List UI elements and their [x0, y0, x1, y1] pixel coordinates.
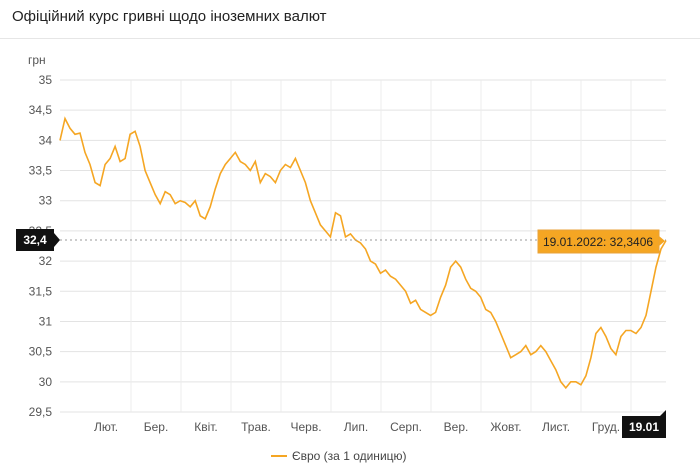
tooltip-text: 19.01.2022: 32,3406	[543, 235, 653, 249]
y-tick-label: 34	[39, 133, 53, 147]
x-axis-ticks: Лют. Бер. Квіт. Трав. Черв. Лип. Серп. Вер. Жовт…	[94, 420, 620, 434]
y-crosshair-badge: 32,4	[16, 229, 60, 251]
y-tick-label: 31,5	[29, 284, 53, 298]
y-tick-label: 29,5	[29, 405, 53, 419]
y-tick-label: 32	[39, 254, 53, 268]
y-tick-label: 34,5	[29, 103, 53, 117]
legend[interactable]: Євро (за 1 одиницю)	[271, 449, 407, 463]
y-tick-label: 30	[39, 375, 53, 389]
series-line-euro	[59, 116, 667, 390]
x-tick-label: Лют.	[94, 420, 118, 434]
x-tick-label: Лип.	[344, 420, 368, 434]
legend-label: Євро (за 1 одиницю)	[292, 449, 407, 463]
x-tick-label: Бер.	[144, 420, 169, 434]
x-crosshair-badge: 19.01	[622, 410, 666, 438]
x-tick-label: Квіт.	[194, 420, 218, 434]
y-tick-label: 35	[39, 73, 53, 87]
y-tick-label: 31	[39, 314, 53, 328]
x-tick-label: Вер.	[444, 420, 469, 434]
y-tick-label: 33	[39, 194, 53, 208]
x-tick-label: Груд.	[592, 420, 620, 434]
chart-title: Офіційний курс гривні щодо іноземних вал…	[12, 8, 327, 25]
tooltip: 19.01.2022: 32,3406	[537, 229, 665, 254]
y-tick-label: 30,5	[29, 345, 53, 359]
x-tick-label: Трав.	[241, 420, 271, 434]
x-tick-label: Черв.	[290, 420, 321, 434]
x-crosshair-date: 19.01	[629, 420, 659, 434]
y-tick-label: 33,5	[29, 164, 53, 178]
x-tick-label: Лист.	[542, 420, 570, 434]
x-tick-label: Серп.	[390, 420, 422, 434]
y-crosshair-value: 32,4	[23, 233, 47, 247]
x-tick-label: Жовт.	[490, 420, 521, 434]
y-axis-unit: грн	[28, 53, 46, 67]
chart-header: Офіційний курс гривні щодо іноземних вал…	[0, 0, 700, 39]
